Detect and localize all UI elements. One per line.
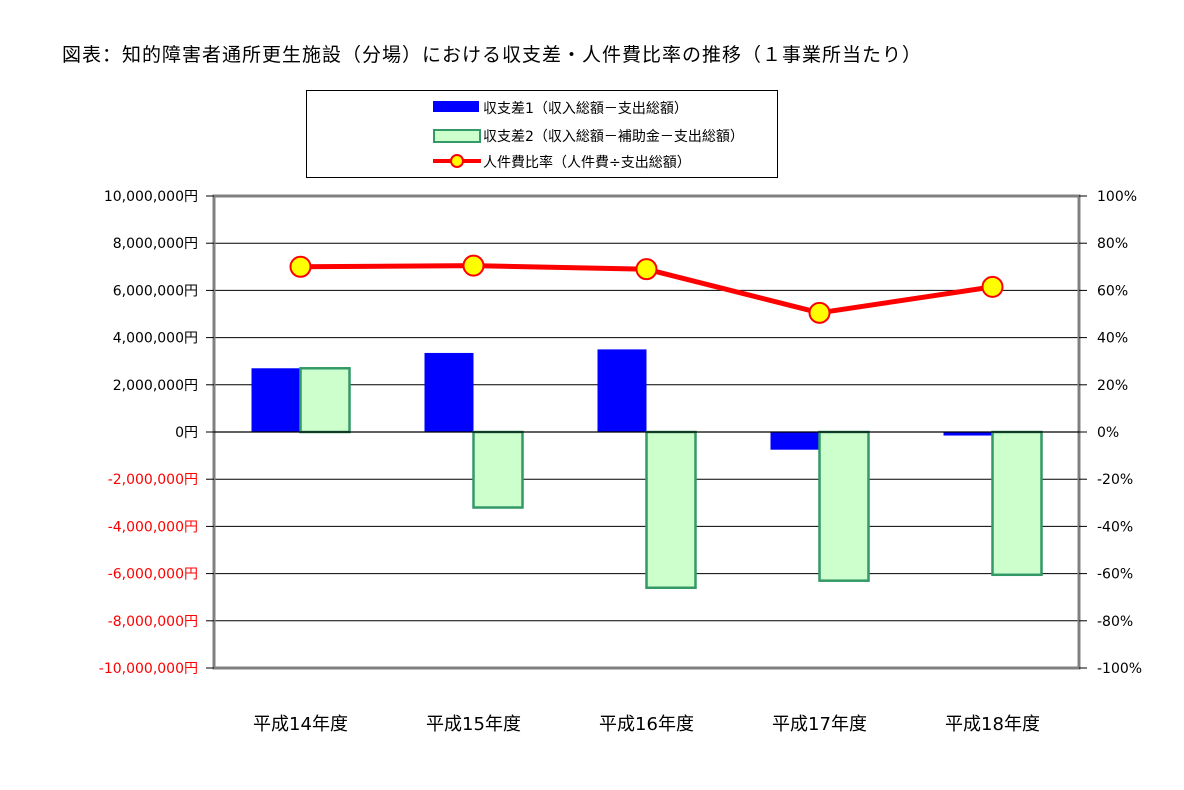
legend-swatch-line [433,154,481,168]
bar-series2 [991,430,1043,577]
legend-label-bar2: 収支差2（収入総額－補助金－支出総額） [483,129,744,145]
category-label: 平成15年度 [426,714,521,735]
right-tick-label: -20% [1097,472,1133,488]
left-tick-label: -8,000,000円 [108,614,198,630]
left-tick-label: -2,000,000円 [108,472,198,488]
bar-series1 [251,368,301,432]
bar-series1 [424,352,474,432]
line-marker [462,254,485,277]
right-tick-label: 60% [1097,283,1128,299]
left-tick-label: 2,000,000円 [113,378,198,394]
legend-item-bar1: 収支差1（収入総額－支出総額） [307,97,777,119]
bar-series2 [818,430,870,582]
category-label: 平成14年度 [253,714,348,735]
legend-label-line: 人件費比率（人件費÷支出総額） [483,155,691,171]
legend-swatch-bar1 [433,101,479,112]
category-label: 平成16年度 [599,714,694,735]
line-marker [635,258,658,281]
right-tick-label: -40% [1097,519,1133,535]
legend-label-bar1: 収支差1（収入総額－支出総額） [483,101,688,117]
left-tick-label: -4,000,000円 [108,519,198,535]
chart-title: 図表：知的障害者通所更生施設（分場）における収支差・人件費比率の推移（１事業所当… [62,44,923,66]
left-tick-label: 4,000,000円 [113,331,198,347]
category-label: 平成18年度 [945,714,1040,735]
legend-item-line: 人件費比率（人件費÷支出総額） [307,151,777,173]
right-tick-label: 40% [1097,331,1128,347]
bar-series2 [645,430,697,590]
bar-series2 [472,430,524,509]
line-marker [808,301,831,324]
right-tick-label: -60% [1097,567,1133,583]
left-tick-label: 10,000,000円 [104,189,198,205]
left-tick-label: 0円 [175,425,198,441]
right-tick-label: 0% [1097,425,1119,441]
legend-swatch-bar2 [433,129,481,143]
left-tick-label: -10,000,000円 [99,661,198,677]
right-tick-label: 100% [1097,189,1137,205]
bar-series1 [770,432,820,450]
bar-series1 [597,349,647,432]
legend-item-bar2: 収支差2（収入総額－補助金－支出総額） [307,125,777,147]
bar-series2 [299,367,351,434]
line-marker [289,255,312,278]
legend: 収支差1（収入総額－支出総額） 収支差2（収入総額－補助金－支出総額） 人件費比… [306,90,778,178]
right-tick-label: 20% [1097,378,1128,394]
right-tick-label: -80% [1097,614,1133,630]
right-tick-label: 80% [1097,236,1128,252]
category-label: 平成17年度 [772,714,867,735]
bar-series1 [943,432,993,436]
right-tick-label: -100% [1097,661,1142,677]
left-tick-label: 6,000,000円 [113,283,198,299]
left-tick-label: 8,000,000円 [113,236,198,252]
line-marker [981,275,1004,298]
left-tick-label: -6,000,000円 [108,567,198,583]
